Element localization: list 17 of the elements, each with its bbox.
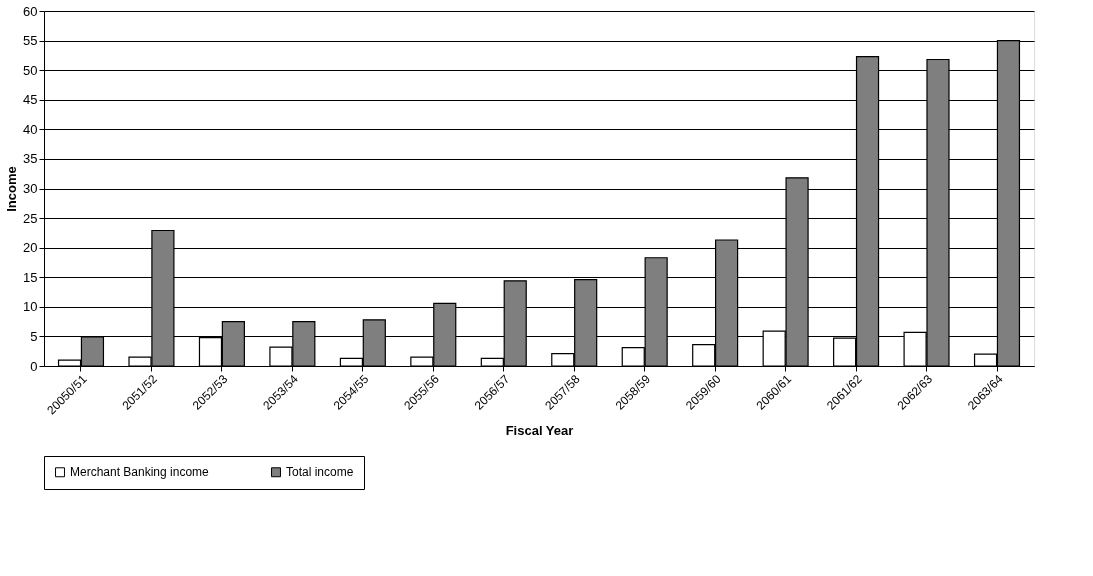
y-tick-label: 30 <box>23 181 38 196</box>
x-axis-title: Fiscal Year <box>505 422 574 438</box>
y-tick-label: 60 <box>23 3 38 19</box>
y-tick-label: 50 <box>23 62 38 78</box>
y-tick-label: 5 <box>30 328 38 344</box>
y-tick-label: 40 <box>23 121 38 137</box>
y-tick-label: 55 <box>23 33 38 49</box>
y-tick-label: 15 <box>23 269 38 285</box>
legend-label: Merchant Banking income <box>70 465 210 480</box>
legend-label: Total income <box>286 465 354 480</box>
y-tick-label: 0 <box>30 358 38 374</box>
y-axis-title: Income <box>4 166 20 212</box>
y-tick-label: 20 <box>23 240 38 256</box>
y-tick-label: 35 <box>23 151 38 167</box>
y-tick-label: 25 <box>23 210 38 226</box>
y-tick-label: 10 <box>23 299 38 315</box>
y-tick-label: 45 <box>23 92 38 108</box>
